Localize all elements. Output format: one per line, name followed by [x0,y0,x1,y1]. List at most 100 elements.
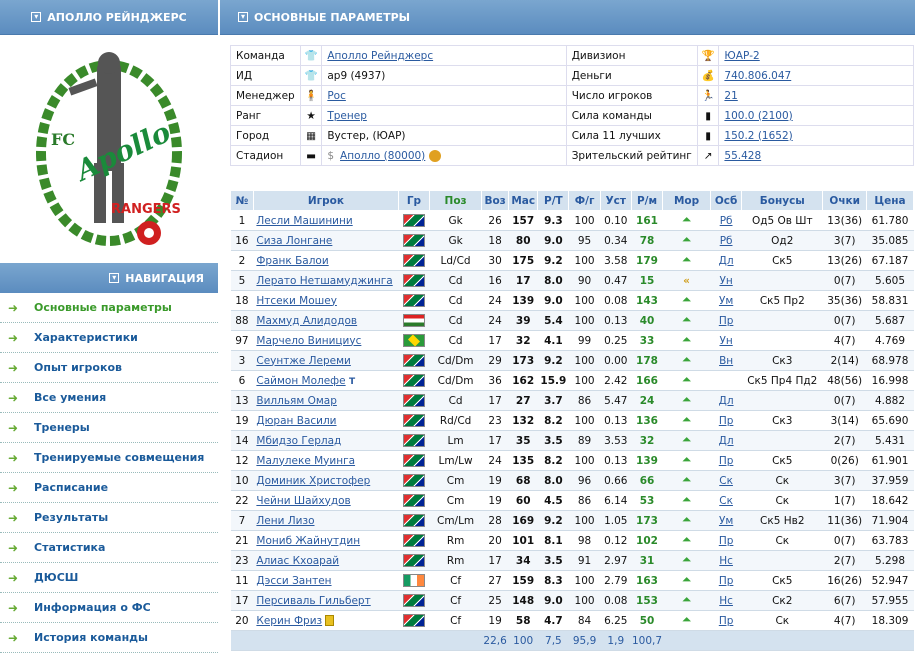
nav-item-label[interactable]: История команды [34,631,149,644]
collapse-icon[interactable]: ▾ [109,273,120,283]
table-row[interactable]: 7 Лени Лизо Cm/Lm 28 169 9.2 100 1.05 17… [230,510,914,531]
table-row[interactable]: 97 Марчело Винициус Cd 17 32 4.1 99 0.25… [230,330,914,351]
nav-item-label[interactable]: Тренируемые совмещения [34,451,205,464]
table-row[interactable]: 6 Саймон Молефе T Cd/Dm 36 162 15.9 100 … [230,370,914,391]
info-value-link[interactable]: Аполло Рейнджерс [327,49,434,62]
cell-osb-link[interactable]: Ун [719,274,733,287]
cell-osb-link[interactable]: Пр [718,534,734,547]
nav-item[interactable]: ➜ Информация о ФС [0,593,218,623]
collapse-icon[interactable]: ▾ [31,12,42,22]
column-header[interactable]: Мор [662,190,711,211]
cell-osb-link[interactable]: Пр [718,574,734,587]
cell-osb-link[interactable]: Рб [719,214,733,227]
table-row[interactable]: 88 Махмуд Алидодов Cd 24 39 5.4 100 0.13… [230,310,914,331]
cell-osb-link[interactable]: Пр [718,314,734,327]
player-link[interactable]: Алиас Кхоарай [256,554,340,567]
table-row[interactable]: 10 Доминик Христофер Cm 19 68 8.0 96 0.6… [230,470,914,491]
nav-item[interactable]: ➜ Тренируемые совмещения [0,443,218,473]
player-link[interactable]: Малулеке Муинга [256,454,356,467]
nav-item-label[interactable]: Расписание [34,481,109,494]
nav-item-label[interactable]: Основные параметры [34,301,172,314]
info-value-link[interactable]: ЮАР-2 [724,49,760,62]
info-value-link[interactable]: Аполло (80000) [340,149,426,162]
table-row[interactable]: 16 Сиза Лонгане Gk 18 80 9.0 95 0.34 78 … [230,230,914,251]
table-row[interactable]: 17 Персиваль Гильберт Cf 25 148 9.0 100 … [230,590,914,611]
table-row[interactable]: 12 Малулеке Муинга Lm/Lw 24 135 8.2 100 … [230,450,914,471]
cell-osb-link[interactable]: Дл [718,394,734,407]
column-header[interactable]: Мас [508,190,539,211]
cell-osb-link[interactable]: Рб [719,234,733,247]
nav-item-label[interactable]: Статистика [34,541,106,554]
table-row[interactable]: 2 Франк Балои Ld/Cd 30 175 9.2 100 3.58 … [230,250,914,271]
column-header[interactable]: № [230,190,254,211]
player-link[interactable]: Лесли Машинини [256,214,353,227]
player-link[interactable]: Лерато Нетшамуджинга [256,274,393,287]
cell-osb-link[interactable]: Ск [719,494,733,507]
nav-item[interactable]: ➜ Результаты [0,503,218,533]
player-link[interactable]: Лени Лизо [256,514,315,527]
info-value-link[interactable]: 21 [724,89,738,102]
player-link[interactable]: Дэсси Зантен [256,574,332,587]
table-row[interactable]: 18 Нтсеки Мошеу Cd 24 139 9.0 100 0.08 1… [230,290,914,311]
player-link[interactable]: Доминик Христофер [256,474,371,487]
cell-osb-link[interactable]: Дл [718,434,734,447]
table-row[interactable]: 19 Дюран Васили Rd/Cd 23 132 8.2 100 0.1… [230,410,914,431]
table-row[interactable]: 11 Дэсси Зантен Cf 27 159 8.3 100 2.79 1… [230,570,914,591]
cell-osb-link[interactable]: Вн [719,354,734,367]
cell-osb-link[interactable]: Пр [718,614,734,627]
table-row[interactable]: 22 Чейни Шайхудов Cm 19 60 4.5 86 6.14 5… [230,490,914,511]
nav-item[interactable]: ➜ ДЮСШ [0,563,218,593]
table-row[interactable]: 20 Керин Фриз Cf 19 58 4.7 84 6.25 50 ⏶ … [230,610,914,631]
nav-item-label[interactable]: Информация о ФС [34,601,151,614]
column-header[interactable]: Осб [709,190,743,211]
player-link[interactable]: Махмуд Алидодов [256,314,358,327]
nav-item[interactable]: ➜ Расписание [0,473,218,503]
nav-item[interactable]: ➜ Опыт игроков [0,353,218,383]
table-row[interactable]: 13 Вилльям Омар Cd 17 27 3.7 86 5.47 24 … [230,390,914,411]
nav-item-label[interactable]: Характеристики [34,331,138,344]
column-header[interactable]: Очки [822,190,868,211]
cell-osb-link[interactable]: Нс [719,594,733,607]
table-row[interactable]: 1 Лесли Машинини Gk 26 157 9.3 100 0.10 … [230,210,914,231]
player-link[interactable]: Персиваль Гильберт [256,594,371,607]
nav-item[interactable]: ➜ Характеристики [0,323,218,353]
cell-osb-link[interactable]: Ун [719,334,733,347]
column-header[interactable]: Цена [866,190,914,211]
cell-osb-link[interactable]: Ск [719,474,733,487]
nav-item[interactable]: ➜ Все умения [0,383,218,413]
player-link[interactable]: Вилльям Омар [256,394,337,407]
player-link[interactable]: Сиза Лонгане [256,234,333,247]
collapse-icon[interactable]: ▾ [238,12,248,22]
cell-osb-link[interactable]: Ум [718,514,734,527]
nav-item[interactable]: ➜ История команды [0,623,218,653]
info-value-link[interactable]: Тренер [327,109,367,122]
column-header[interactable]: Р/Т [537,190,570,211]
table-row[interactable]: 14 Мбидзо Герлад Lm 17 35 3.5 89 3.53 32… [230,430,914,451]
column-header[interactable]: Воз [481,190,510,211]
cell-osb-link[interactable]: Дл [718,254,734,267]
column-header[interactable]: Ф/г [568,190,601,211]
nav-item-label[interactable]: Все умения [34,391,107,404]
nav-item[interactable]: ➜ Тренеры [0,413,218,443]
player-link[interactable]: Мониб Жайнутдин [256,534,361,547]
cell-osb-link[interactable]: Пр [718,414,734,427]
player-link[interactable]: Дюран Васили [256,414,337,427]
column-header[interactable]: Уст [599,190,632,211]
player-link[interactable]: Керин Фриз [256,614,323,627]
player-link[interactable]: Саймон Молефе [256,374,346,387]
column-header[interactable]: Р/м [630,190,664,211]
player-link[interactable]: Чейни Шайхудов [256,494,351,507]
table-row[interactable]: 21 Мониб Жайнутдин Rm 20 101 8.1 98 0.12… [230,530,914,551]
info-value-link[interactable]: 150.2 (1652) [724,129,793,142]
nav-item-label[interactable]: Тренеры [34,421,90,434]
table-row[interactable]: 5 Лерато Нетшамуджинга Cd 16 17 8.0 90 0… [230,270,914,291]
column-header[interactable]: Бонусы [741,190,824,211]
info-value-link[interactable]: 740.806.047 [724,69,792,82]
nav-item-label[interactable]: Результаты [34,511,109,524]
column-header[interactable]: Гр [397,190,431,211]
nav-item[interactable]: ➜ Статистика [0,533,218,563]
table-row[interactable]: 23 Алиас Кхоарай Rm 17 34 3.5 91 2.97 31… [230,550,914,571]
nav-item-label[interactable]: ДЮСШ [34,571,79,584]
info-value-link[interactable]: 55.428 [724,149,762,162]
nav-item-label[interactable]: Опыт игроков [34,361,122,374]
